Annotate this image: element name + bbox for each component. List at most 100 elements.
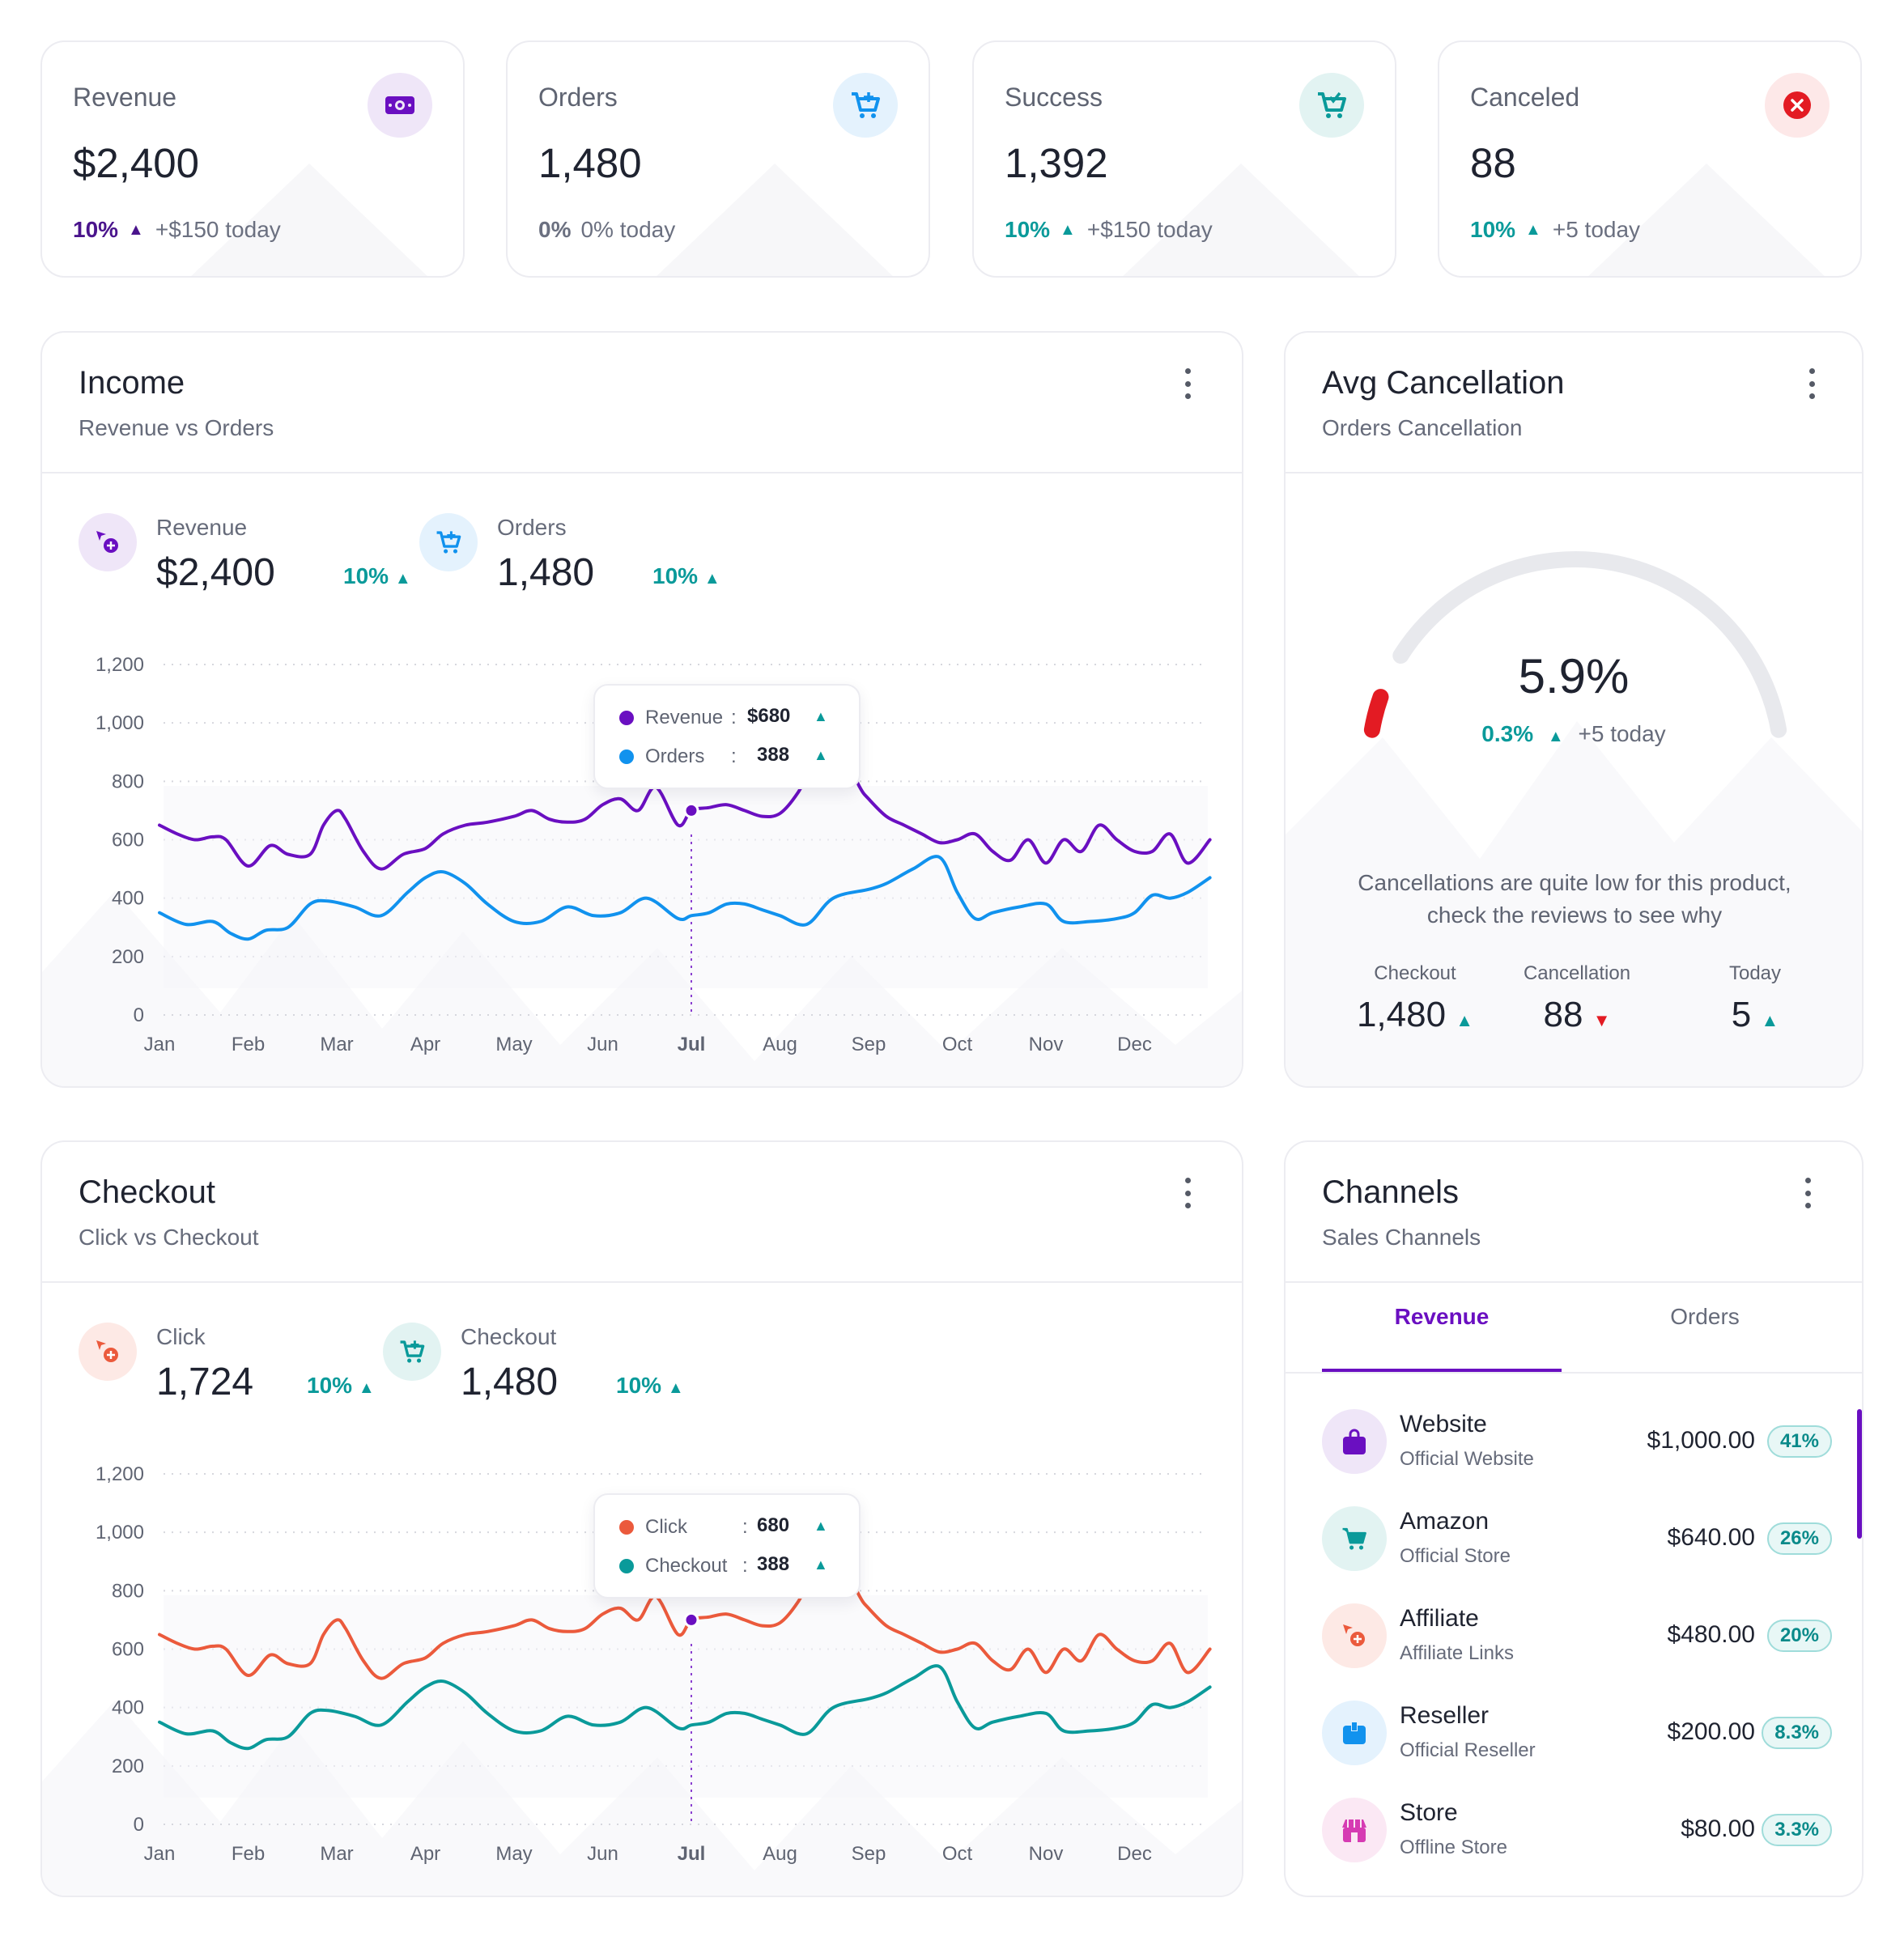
tab-orders[interactable]: Orders: [1670, 1304, 1740, 1329]
channel-subtitle: Offline Store: [1400, 1836, 1507, 1858]
income-card: Income Revenue vs Orders Revenue $2,400 …: [40, 331, 1243, 1088]
stat-percent: 10%: [1005, 217, 1051, 242]
channel-row-reseller[interactable]: Reseller Official Reseller $200.00 8.3%: [1322, 1701, 1832, 1773]
cancellation-message: Cancellations are quite low for this pro…: [1358, 870, 1791, 928]
stat-card-success: Success 1,392 10% ▲ +$150 today: [972, 40, 1396, 278]
gauge-stat-checkout: Checkout 1,480 ▲: [1356, 962, 1474, 1034]
tooltip-value: $680: [747, 705, 791, 727]
channel-row-affiliate[interactable]: Affiliate Affiliate Links $480.00 20%: [1322, 1603, 1832, 1676]
checkout-line-chart: 0 200 400 600 800 1,000 1,200 Jan Feb Mar Apr May Ju…: [96, 1463, 1212, 1865]
card-subtitle: Orders Cancellation: [1322, 415, 1523, 440]
card-title: Income: [79, 365, 185, 401]
stat-value: $2,400: [73, 140, 199, 186]
x-tick-label: Feb: [232, 1034, 265, 1055]
tooltip-value: 680: [757, 1514, 790, 1536]
legend-percent: 10% ▲: [652, 563, 720, 588]
money-icon: [368, 73, 432, 138]
x-tick-label: Apr: [410, 1034, 440, 1055]
x-tick-label: May: [495, 1843, 532, 1865]
y-tick-label: 0: [134, 1004, 144, 1026]
card-subtitle: Revenue vs Orders: [79, 415, 274, 440]
series-line-checkout: [158, 1664, 1212, 1751]
x-tick-label: Jul: [678, 1034, 706, 1055]
x-tick-label: Jun: [587, 1034, 618, 1055]
cart-plus-icon: [833, 73, 898, 138]
stat-label: Canceled: [1470, 83, 1580, 112]
avg-cancellation-card: Avg Cancellation Orders Cancellation 5.9…: [1284, 331, 1864, 1088]
channel-amount: $640.00: [1667, 1524, 1755, 1551]
series-line-revenue: [158, 744, 1212, 871]
x-tick-label: Apr: [410, 1843, 440, 1865]
stat-note: +$150 today: [155, 217, 281, 242]
box-icon: [1322, 1701, 1387, 1765]
x-tick-label: Nov: [1029, 1034, 1064, 1055]
channel-name: Website: [1400, 1411, 1487, 1437]
channel-percent-badge: 26%: [1766, 1522, 1832, 1555]
tooltip-value: 388: [757, 1553, 790, 1575]
card-subtitle: Click vs Checkout: [79, 1225, 259, 1250]
channel-name: Amazon: [1400, 1508, 1490, 1535]
x-tick-label: Jan: [144, 1034, 176, 1055]
x-tick-label: Mar: [320, 1034, 353, 1055]
card-subtitle: Sales Channels: [1322, 1225, 1481, 1250]
stat-footer: 0% 0% today: [538, 217, 675, 243]
tabs-divider: [1286, 1372, 1862, 1374]
channel-name: Reseller: [1400, 1702, 1490, 1729]
arrow-up-icon: ▲: [814, 1556, 828, 1573]
stat-card-orders: Orders 1,480 0% 0% today: [506, 40, 930, 278]
y-tick-label: 600: [112, 830, 144, 851]
x-tick-label: Dec: [1117, 1034, 1152, 1055]
y-tick-label: 400: [112, 1697, 144, 1719]
legend-percent: 10% ▲: [307, 1373, 375, 1398]
x-tick-label: Jan: [144, 1843, 176, 1865]
legend-name: Click: [156, 1324, 206, 1349]
arrow-up-icon: ▲: [1060, 220, 1076, 239]
cart-check-icon: [1299, 73, 1364, 138]
tooltip-row-orders: Orders: [619, 745, 704, 768]
more-options-icon[interactable]: [1800, 363, 1824, 404]
channel-subtitle: Official Website: [1400, 1448, 1534, 1470]
legend-name: Checkout: [461, 1324, 557, 1349]
x-tick-label: Sep: [852, 1843, 886, 1865]
x-tick-label: Aug: [763, 1034, 797, 1055]
stat-note: +5 today: [1552, 217, 1641, 242]
stat-label: Success: [1005, 83, 1103, 112]
x-tick-label: Oct: [942, 1034, 973, 1055]
channel-percent-badge: 20%: [1766, 1620, 1832, 1652]
legend-value: $2,400: [156, 551, 275, 594]
series-dot: [619, 711, 634, 725]
series-dot: [619, 1520, 634, 1535]
more-options-icon[interactable]: [1175, 1173, 1200, 1213]
more-options-icon[interactable]: [1796, 1173, 1820, 1213]
gauge-footer: 0.3% ▲ +5 today: [1286, 721, 1862, 747]
channel-row-amazon[interactable]: Amazon Official Store $640.00 26%: [1322, 1506, 1832, 1579]
x-tick-label: Jul: [678, 1843, 706, 1865]
y-tick-label: 800: [112, 1580, 144, 1602]
stat-label: Revenue: [73, 83, 177, 112]
series-line-orders: [158, 855, 1212, 941]
stat-value: 1,480: [538, 140, 642, 186]
x-tick-label: May: [495, 1034, 532, 1055]
scrollbar-thumb[interactable]: [1857, 1409, 1862, 1539]
cart-plus-icon: [419, 513, 478, 571]
storefront-icon: [1322, 1798, 1387, 1862]
x-tick-label: Jun: [587, 1843, 618, 1865]
card-divider: [42, 472, 1242, 473]
y-tick-label: 400: [112, 888, 144, 910]
channel-name: Store: [1400, 1799, 1458, 1826]
series-dot: [619, 1559, 634, 1573]
channel-row-website[interactable]: Website Official Website $1,000.00 41%: [1322, 1409, 1832, 1482]
x-tick-label: Feb: [232, 1843, 265, 1865]
card-divider: [42, 1281, 1242, 1283]
arrow-down-icon: ▼: [1592, 1010, 1611, 1030]
highlight-point: [683, 1611, 699, 1628]
arrow-up-icon: ▲: [814, 1518, 828, 1534]
card-title: Checkout: [79, 1174, 215, 1210]
tab-revenue[interactable]: Revenue: [1394, 1304, 1490, 1329]
card-divider: [1286, 1281, 1862, 1283]
cart-plus-icon: [383, 1323, 441, 1381]
cart-icon: [1322, 1506, 1387, 1571]
channel-row-store[interactable]: Store Offline Store $80.00 3.3%: [1322, 1798, 1832, 1870]
stat-footer: 10% ▲ +5 today: [1470, 217, 1640, 243]
more-options-icon[interactable]: [1175, 363, 1200, 404]
